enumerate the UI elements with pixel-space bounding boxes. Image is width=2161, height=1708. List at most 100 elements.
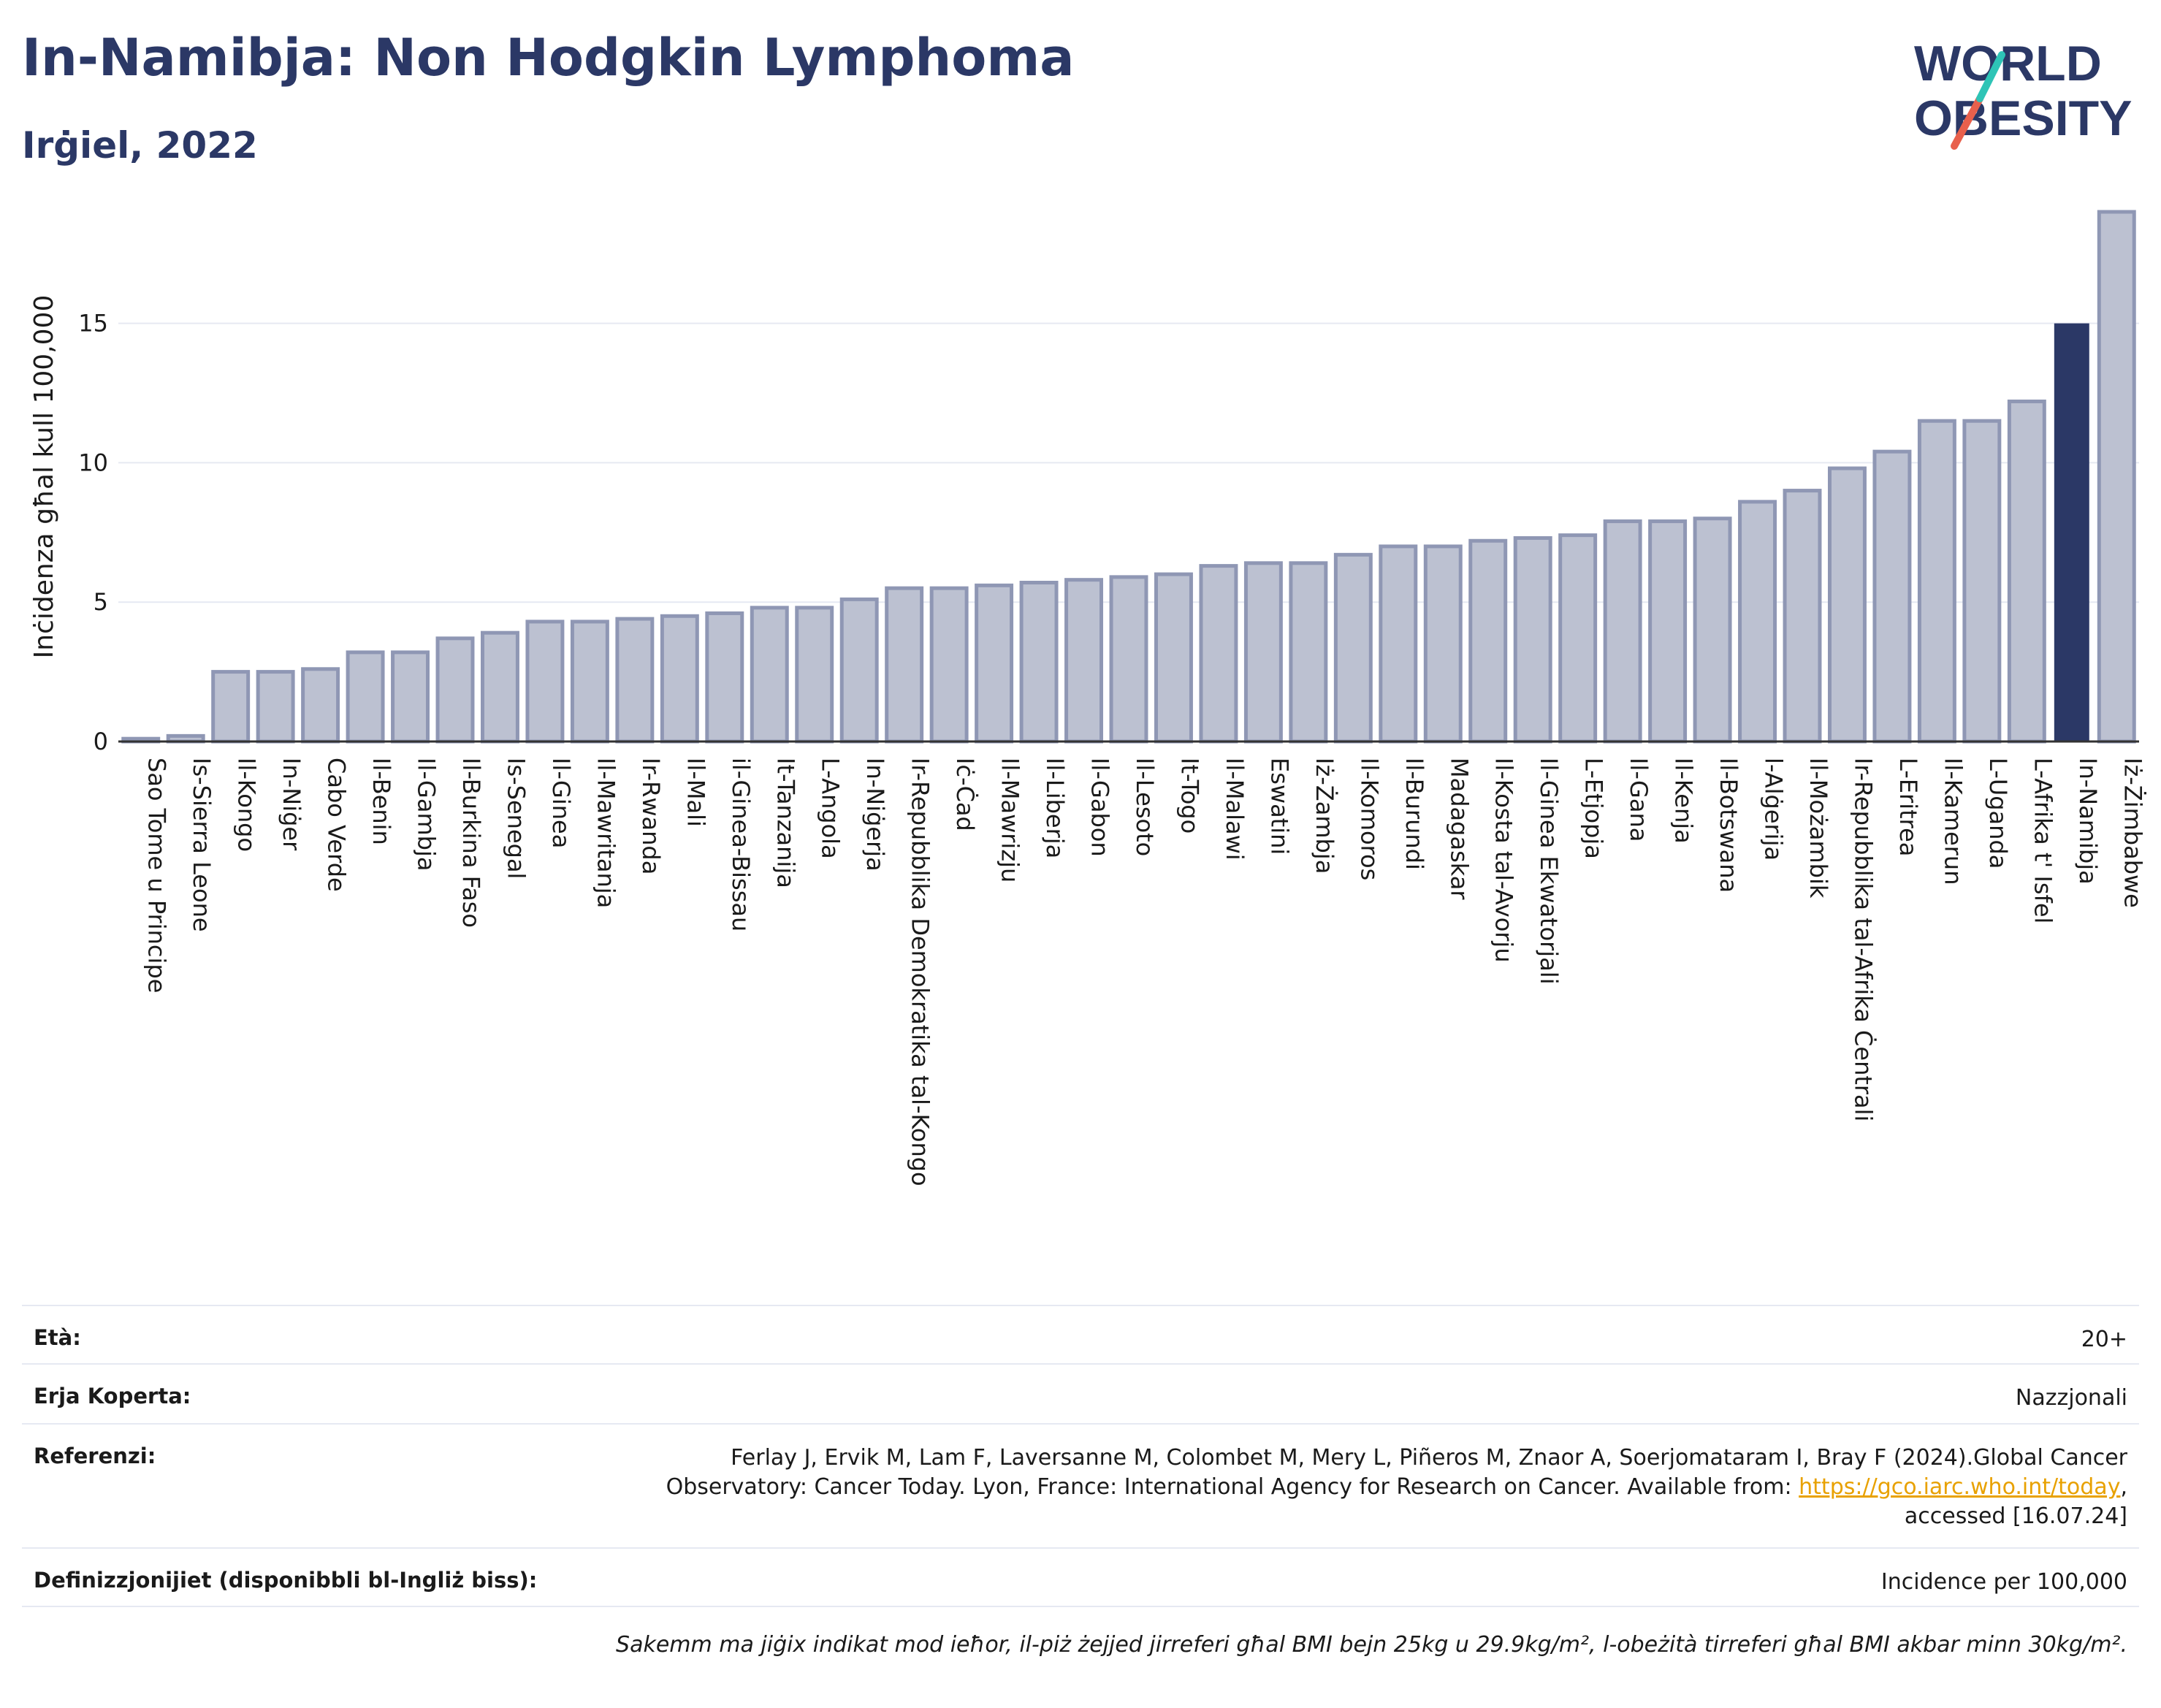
svg-text:OBESITY: OBESITY [1914,91,2133,146]
bar [1648,519,1688,744]
references-label: Referenzi: [34,1444,156,1468]
reference-line-2: Observatory: Cancer Today. Lyon, France:… [666,1474,2127,1500]
x-tick-label: In-Niġer [278,758,305,851]
x-tick-label: Il-Komoros [1355,758,1383,880]
bar [256,670,295,744]
info-row-area: Erja Koperta: Nazzjonali [22,1363,2139,1425]
x-tick-label: Il-Możambik [1804,758,1832,899]
bar [301,667,340,744]
x-tick-label: Il-Kenja [1670,758,1698,844]
area-label: Erja Koperta: [34,1384,191,1408]
reference-line-3: accessed [16.07.24] [1904,1503,2127,1529]
reference-link[interactable]: https://gco.iarc.who.int/today [1799,1474,2121,1500]
references-value: Ferlay J, Ervik M, Lam F, Laversanne M, … [666,1444,2127,1531]
info-row-references: Referenzi: Ferlay J, Ervik M, Lam F, Lav… [22,1423,2139,1549]
bar-chart: 0 5 10 15 Inċidenza għal kull 100,000 Sao Tom… [29,210,2146,1186]
y-tick-label: 5 [94,588,108,616]
x-tick-label: Il-Kongo [233,758,261,852]
y-tick-label: 0 [94,728,108,755]
svg-text:WORLD: WORLD [1914,36,2102,91]
x-tick-label: Cabo Verde [323,758,351,892]
x-tick-label: L-Etjopja [1580,758,1608,859]
bar [525,619,565,744]
x-tick-label: Il-Lesoto [1131,758,1159,856]
x-tick-label: Il-Benin [367,758,395,845]
bar [346,650,385,744]
bar [1513,535,1552,744]
bar [1109,575,1148,744]
x-tick-label: l-Alġerija [1760,758,1788,861]
x-tick-label: Il-Mawritanja [592,758,620,908]
x-tick-label: Il-Gana [1625,758,1653,842]
x-tick-label: In-Niġerja [861,758,889,872]
bar [1693,516,1732,744]
bar [1379,544,1418,744]
reference-line-1: Ferlay J, Ervik M, Lam F, Laversanne M, … [731,1445,2127,1471]
age-label: Età: [34,1325,81,1350]
bar [1558,533,1598,744]
bar [1243,561,1283,744]
footnote: Sakemm ma jiġix indikat mod ieħor, il-pi… [616,1632,2127,1658]
definitions-label: Definizzjonijiet (disponibbli bl-Ingliż … [34,1568,538,1593]
bar [1333,552,1373,744]
bar [1962,419,2002,744]
x-tick-label: Il-Ginea Ekwatorjali [1535,758,1563,985]
bar [1064,578,1104,744]
bar [1917,419,1956,744]
x-tick-label: Iż-Żambja [1311,758,1338,874]
bar [615,617,655,744]
bar [1289,561,1328,744]
bar [1199,564,1238,744]
x-tick-label: In-Namibja [2074,758,2102,885]
info-row-age: Età: 20+ [22,1305,2139,1365]
x-tick-label: It-Togo [1175,758,1203,834]
info-row-note: Sakemm ma jiġix indikat mod ieħor, il-pi… [22,1606,2139,1673]
bar [795,606,834,744]
x-tick-label: Il-Kamerun [1939,758,1967,885]
x-tick-label: Il-Gambja [413,758,441,871]
bar [750,606,789,744]
x-tick-label: Il-Kosta tal-Avorju [1490,758,1518,963]
x-tick-label: Iż-Żimbabwe [2119,758,2146,908]
bar [1738,500,1777,744]
x-tick-label: Ir-Repubblika tal-Afrika Ċentrali [1849,758,1877,1121]
bar [211,670,251,744]
bar [2007,399,2046,744]
bar [705,611,744,744]
bar [660,614,699,744]
bar [570,619,609,744]
x-tick-label: Il-Malawi [1221,758,1249,861]
definitions-value: Incidence per 100,000 [1880,1569,2127,1595]
x-tick-label: Il-Mali [682,758,709,827]
area-value: Nazzjonali [2015,1385,2127,1411]
info-row-definitions: Definizzjonijiet (disponibbli bl-Ingliż … [22,1547,2139,1607]
x-tick-label: Il-Liberja [1041,758,1069,858]
x-tick-label: L-Angola [817,758,845,859]
x-tick-label: It-Tanzanija [771,758,799,888]
y-axis-title: Inċidenza għal kull 100,000 [29,295,59,659]
world-obesity-logo: WORLD OBESITY [1914,36,2133,150]
x-tick-label: Il-Botswana [1715,758,1742,893]
x-tick-label: Ir-Repubblika Demokratika tal-Kongo [907,758,934,1186]
age-value: 20+ [2081,1327,2127,1352]
x-tick-label: Ir-Rwanda [637,758,665,874]
bar [1872,449,1912,744]
x-tick-label: Il-Burkina Faso [457,758,485,928]
x-tick-label: Il-Mawrizju [996,758,1024,882]
page-title: In-Namibja: Non Hodgkin Lymphoma [22,28,1075,88]
x-tick-label: L-Uganda [1984,758,2012,869]
x-tick-label: Madagaskar [1445,758,1473,900]
x-tick-label: Iċ-Ċad [951,758,979,831]
bar [1783,489,1822,744]
bar [975,583,1014,744]
y-tick-label: 15 [78,310,108,338]
x-tick-label: Sao Tome u Principe [143,758,171,993]
bar [435,636,475,744]
x-tick-label: Il-Burundi [1400,758,1428,870]
x-tick-label: Il-Ginea [547,758,575,848]
bar [391,650,430,744]
x-tick-label: Eswatini [1265,758,1293,855]
bar [480,630,519,744]
x-tick-label: Is-Senegal [502,758,530,879]
bar [2054,323,2089,741]
